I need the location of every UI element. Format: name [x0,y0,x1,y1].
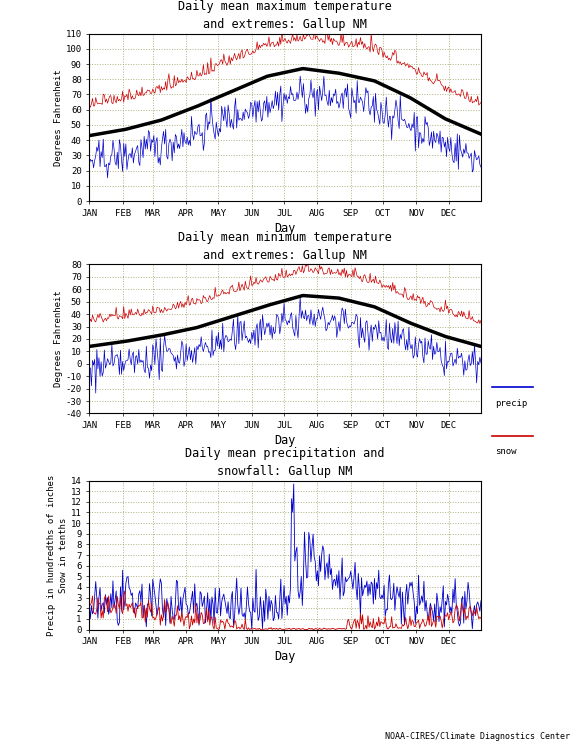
Text: NOAA-CIRES/Climate Diagnostics Center: NOAA-CIRES/Climate Diagnostics Center [385,732,570,741]
Y-axis label: Precip in hundredths of inches
Snow in tenths: Precip in hundredths of inches Snow in t… [47,475,68,635]
Title: Daily mean minimum temperature
and extremes: Gallup NM: Daily mean minimum temperature and extre… [178,231,392,262]
X-axis label: Day: Day [274,434,296,447]
Title: Daily mean maximum temperature
and extremes: Gallup NM: Daily mean maximum temperature and extre… [178,0,392,31]
X-axis label: Day: Day [274,650,296,663]
Y-axis label: Degrees Fahrenheit: Degrees Fahrenheit [54,69,63,165]
Y-axis label: Degrees Fahrenheit: Degrees Fahrenheit [54,291,63,387]
X-axis label: Day: Day [274,222,296,235]
Text: snow: snow [495,447,517,456]
Text: precip: precip [495,399,528,408]
Title: Daily mean precipitation and
snowfall: Gallup NM: Daily mean precipitation and snowfall: G… [185,447,385,478]
